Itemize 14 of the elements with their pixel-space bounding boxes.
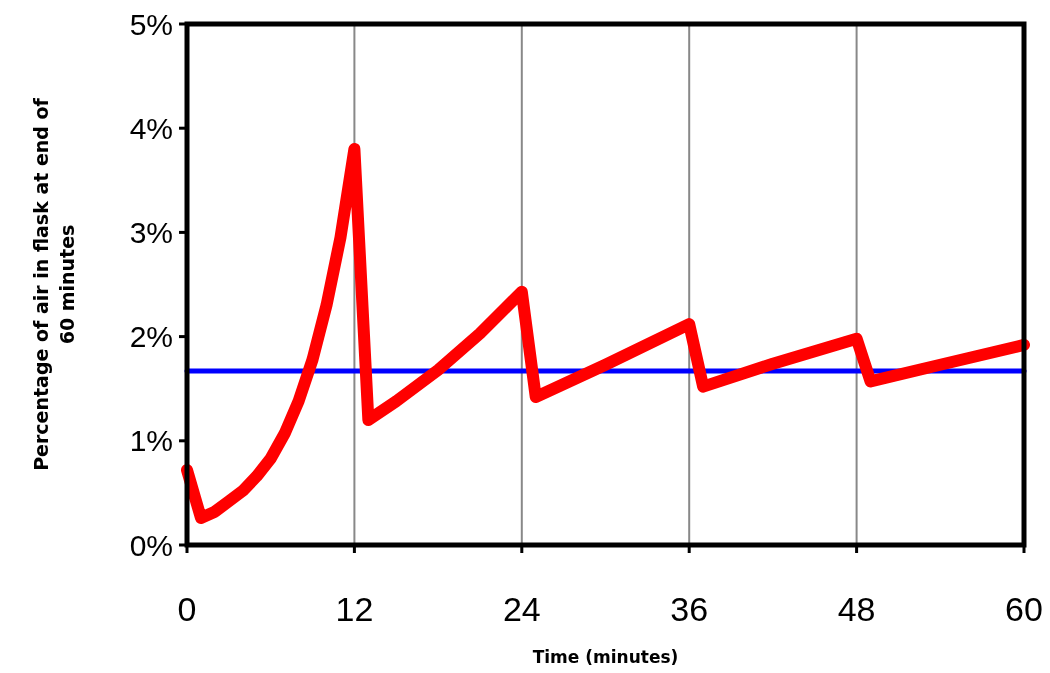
y-tick-label: 5% — [129, 7, 173, 41]
x-tick-label: 36 — [670, 590, 709, 628]
y-tick-label: 4% — [129, 111, 173, 145]
y-tick-label: 0% — [129, 528, 173, 562]
y-tick-label: 3% — [129, 215, 173, 249]
y-axis-title: Percentage of air in flask at end of 60 minutes — [30, 97, 78, 471]
x-tick-label: 48 — [837, 590, 876, 628]
x-tick-label: 24 — [502, 590, 541, 628]
y-tick-label: 2% — [129, 320, 173, 354]
x-tick-label: 0 — [177, 590, 197, 628]
x-tick-label: 12 — [335, 590, 374, 628]
x-tick-label: 60 — [1005, 590, 1043, 628]
x-axis-title: Time (minutes) — [532, 647, 679, 667]
y-tick-label: 1% — [129, 424, 173, 458]
